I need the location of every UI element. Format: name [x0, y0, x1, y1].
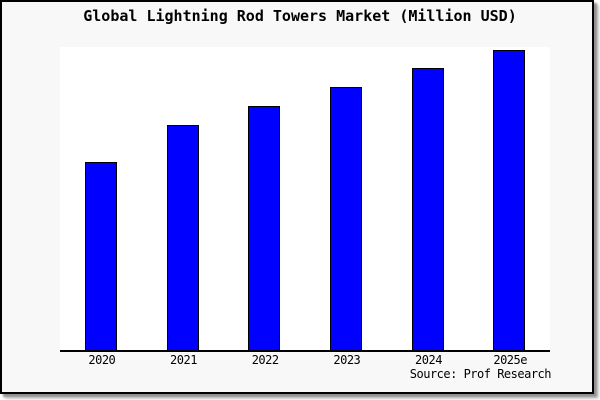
x-tick-label-2024: 2024 — [415, 353, 442, 367]
x-tick-label-2023: 2023 — [333, 353, 361, 367]
x-tick-label-2025e: 2025e — [493, 353, 527, 367]
x-tick-label-2020: 2020 — [88, 353, 116, 367]
bar-2022 — [248, 106, 281, 350]
bar-2020 — [84, 162, 117, 350]
bar-2023 — [329, 87, 362, 350]
x-tick-label-2021: 2021 — [170, 353, 197, 367]
plot-area — [60, 47, 550, 352]
bar-2025e — [493, 50, 526, 350]
bar-2021 — [166, 125, 199, 350]
source-caption: Source: Prof Research — [409, 367, 552, 381]
chart-title: Global Lightning Rod Towers Market (Mill… — [83, 7, 517, 25]
bar-2024 — [411, 68, 444, 350]
x-tick-label-2022: 2022 — [251, 353, 279, 367]
